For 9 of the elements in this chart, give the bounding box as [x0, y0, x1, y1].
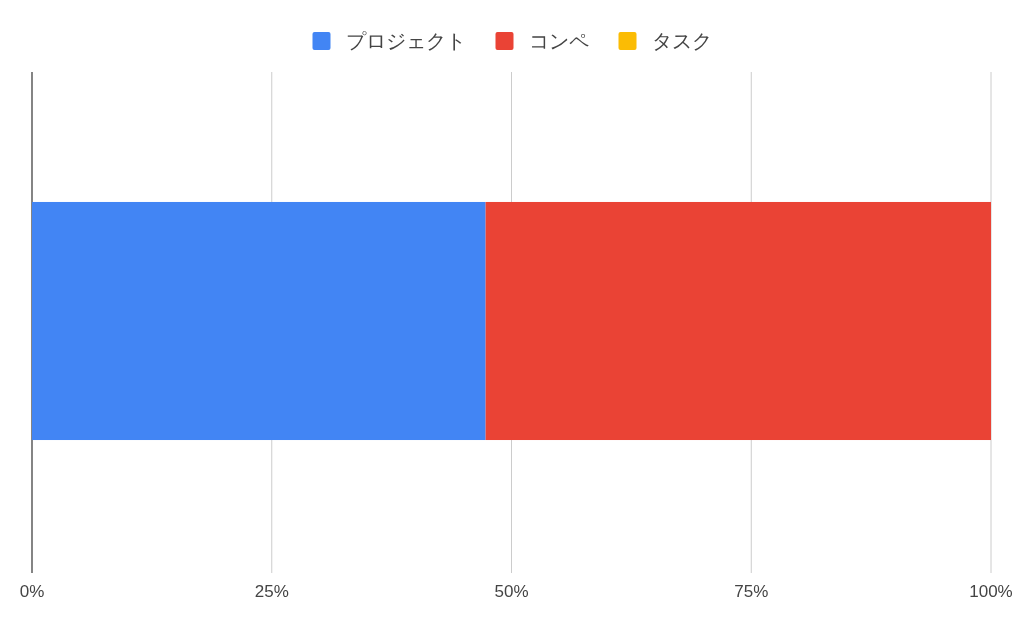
legend: プロジェクト コンペ タスク: [312, 30, 712, 52]
legend-label: タスク: [651, 30, 712, 52]
legend-label: コンペ: [528, 30, 589, 52]
x-tick-label: 25%: [254, 582, 289, 601]
x-tick-label: 100%: [969, 582, 1013, 601]
x-tick-label: 0%: [19, 582, 45, 601]
x-tick-label: 50%: [494, 582, 529, 601]
x-tick-label: 75%: [734, 582, 769, 601]
legend-label: プロジェクト: [345, 30, 466, 52]
